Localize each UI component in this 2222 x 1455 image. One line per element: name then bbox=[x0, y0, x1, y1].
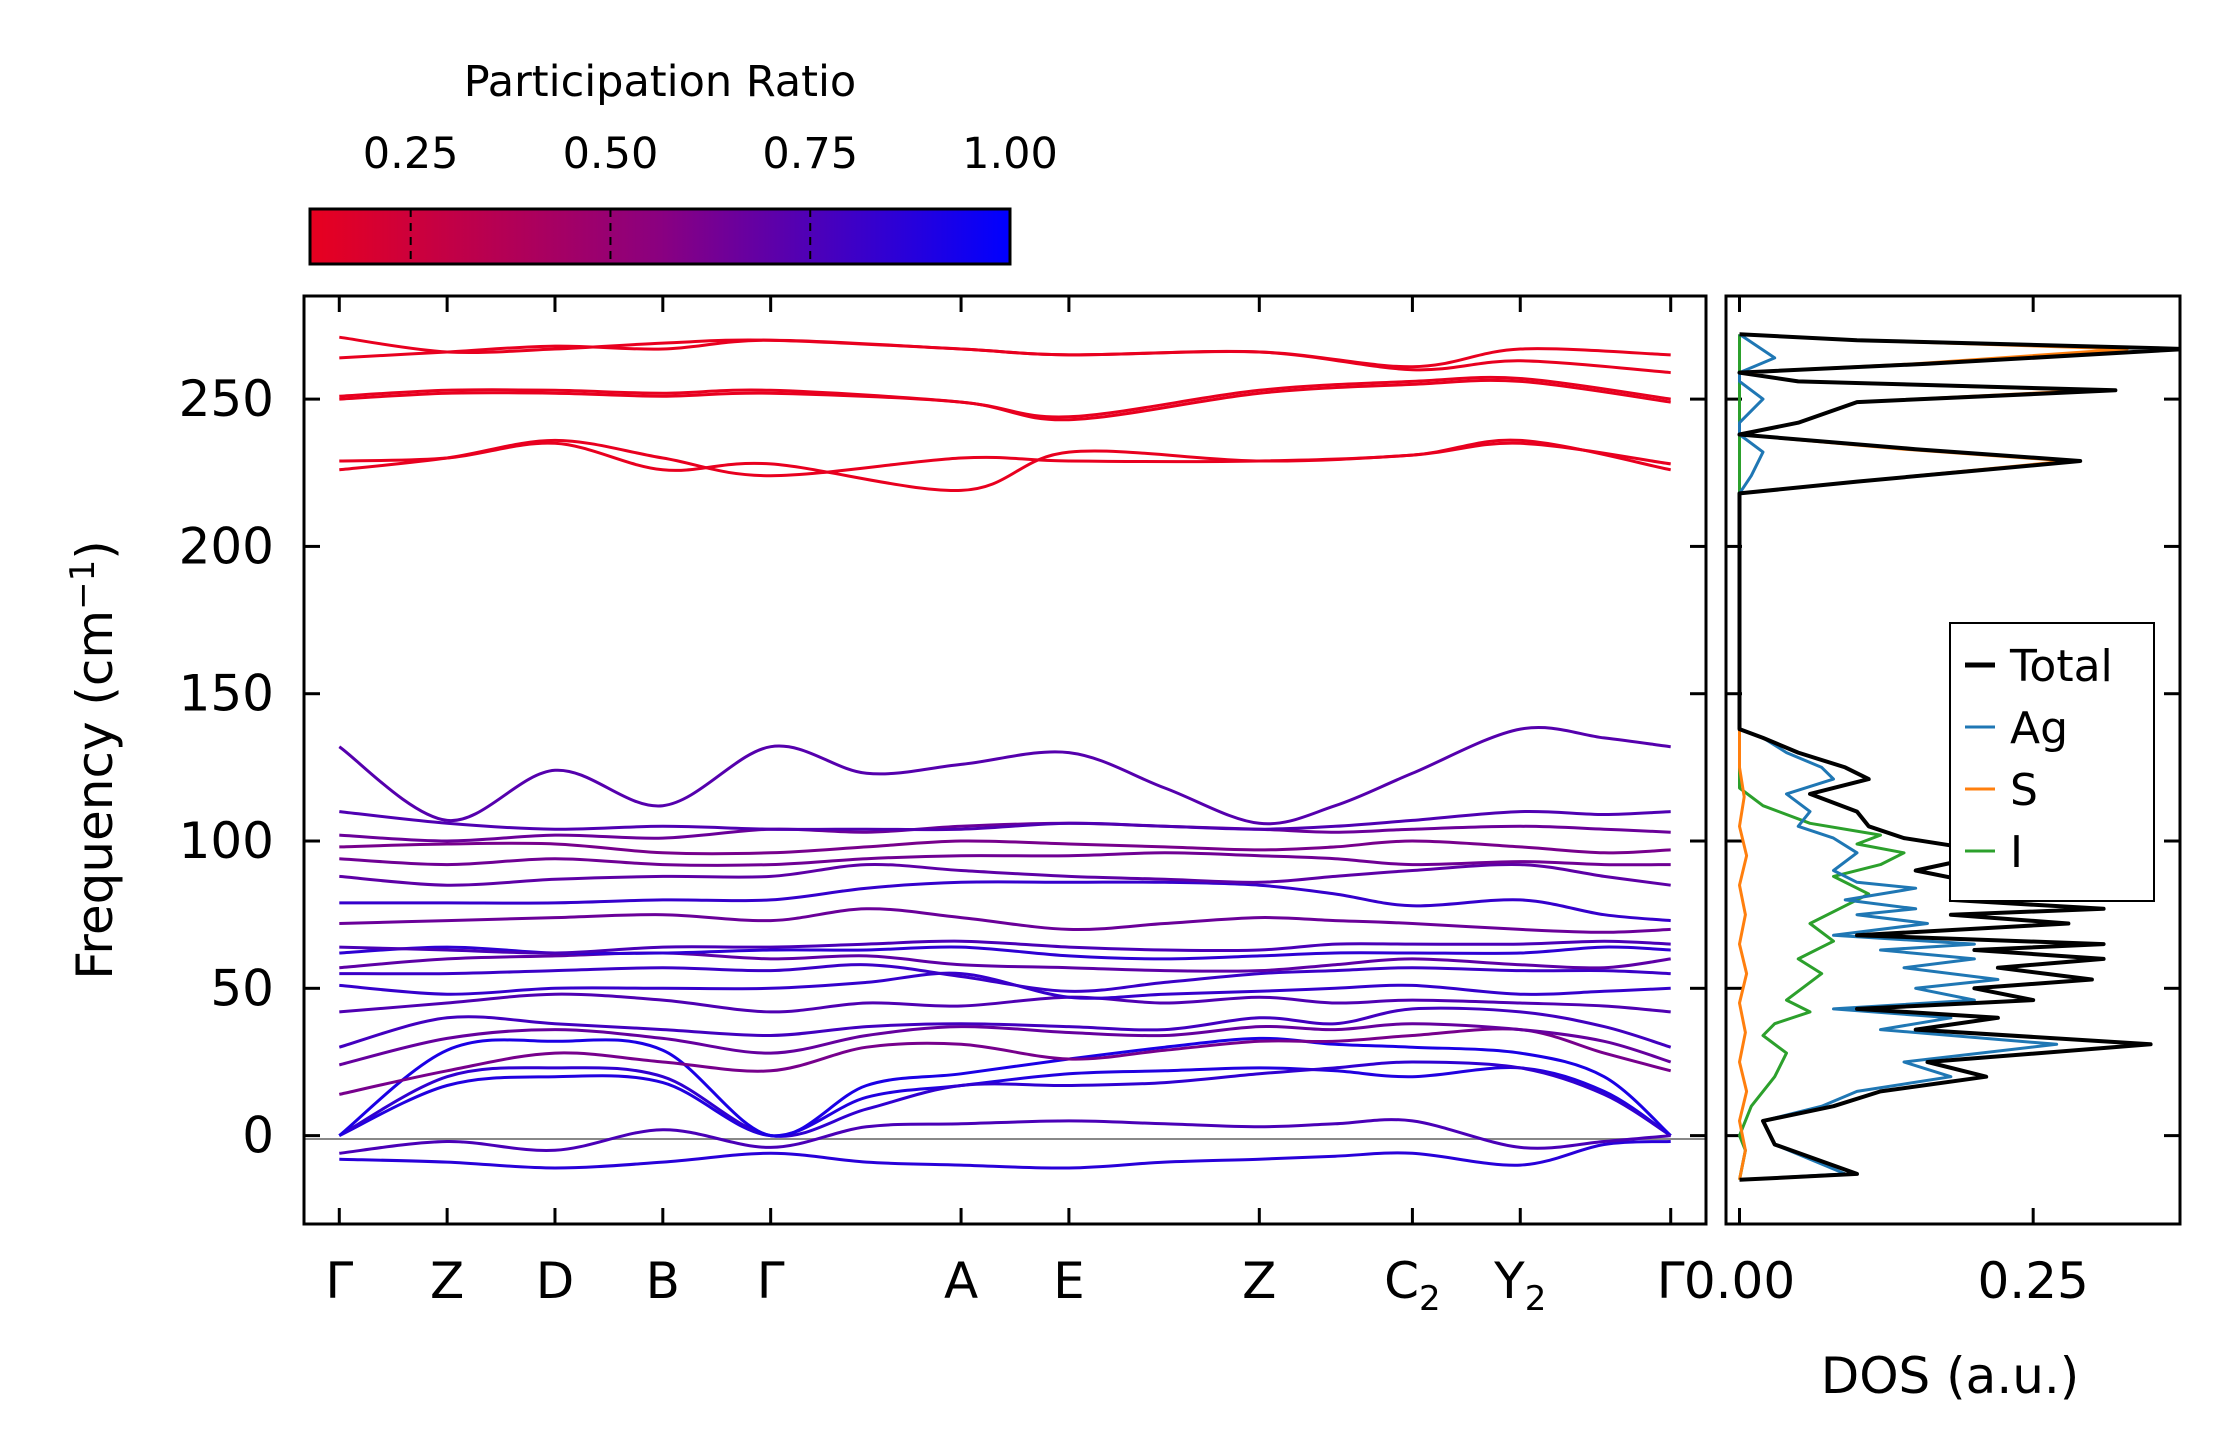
high-symmetry-label: Y2 bbox=[1493, 1252, 1546, 1319]
colorbar-title: Participation Ratio bbox=[464, 57, 857, 107]
high-frequency-band bbox=[339, 441, 1671, 492]
acoustic-optical-band bbox=[339, 1118, 1671, 1155]
high-symmetry-label: Γ bbox=[757, 1252, 785, 1310]
band-lines bbox=[338, 335, 1672, 1170]
y-tick-label: 100 bbox=[179, 812, 274, 870]
high-symmetry-label: A bbox=[944, 1252, 978, 1310]
dos-lines bbox=[1737, 332, 2180, 1182]
y-tick-label: 150 bbox=[179, 665, 274, 723]
acoustic-optical-band bbox=[339, 992, 1671, 1014]
colorbar: Participation Ratio 0.25 0.50 0.75 1.00 bbox=[308, 57, 1058, 266]
high-symmetry-label: Γ bbox=[1657, 1252, 1685, 1310]
band-y-ticks: 0 50 100 150 200 250 bbox=[179, 370, 2180, 1165]
acoustic-optical-band bbox=[339, 951, 1671, 973]
acoustic-optical-band bbox=[339, 880, 1671, 923]
band-plot-frame bbox=[302, 294, 1708, 1226]
acoustic-optical-band bbox=[338, 1006, 1672, 1049]
dos-series-ag bbox=[1738, 333, 2059, 1182]
high-symmetry-label: Z bbox=[1242, 1252, 1276, 1310]
band-x-ticks: Γ Z D B Γ A E Z C2 Y2 Γ bbox=[325, 296, 1685, 1319]
legend-label-ag: Ag bbox=[2010, 703, 2068, 754]
acoustic-optical-band bbox=[339, 809, 1671, 832]
high-symmetry-label: D bbox=[536, 1252, 575, 1310]
acoustic-optical-band bbox=[339, 851, 1671, 867]
colorbar-ticks: 0.25 0.50 0.75 1.00 bbox=[363, 129, 1058, 264]
y-axis-title: Frequency (cm−1) bbox=[63, 540, 124, 980]
dos-panel: 0.00 0.25 DOS (a.u.) Total Ag SI bbox=[1684, 294, 2182, 1405]
acoustic-optical-band bbox=[338, 1036, 1672, 1138]
dos-plot-frame bbox=[1724, 294, 2182, 1226]
acoustic-optical-band bbox=[339, 971, 1671, 1000]
acoustic-optical-band bbox=[338, 1066, 1672, 1138]
high-symmetry-label: B bbox=[646, 1252, 680, 1310]
colorbar-gradient bbox=[308, 207, 1012, 266]
acoustic-optical-band bbox=[339, 1140, 1671, 1170]
legend-label-i: I bbox=[2010, 827, 2023, 878]
band-structure-panel: 0 50 100 150 200 250 Γ Z D B Γ A E Z C2 Y2 Γ Frequency … bbox=[63, 294, 2180, 1319]
high-frequency-band bbox=[339, 378, 1671, 422]
x-axis-title-dos: DOS (a.u.) bbox=[1821, 1347, 2080, 1405]
dos-series-i bbox=[1738, 334, 1906, 1181]
acoustic-optical-band bbox=[339, 939, 1671, 955]
dos-x-tick-label: 0.25 bbox=[1978, 1252, 2089, 1310]
acoustic-optical-band bbox=[338, 1022, 1672, 1067]
legend: Total Ag SI bbox=[1949, 622, 2155, 902]
high-symmetry-label: C2 bbox=[1384, 1252, 1441, 1319]
acoustic-optical-band bbox=[339, 907, 1671, 934]
high-symmetry-label: E bbox=[1053, 1252, 1085, 1310]
high-frequency-band bbox=[339, 375, 1671, 419]
colorbar-tick-label: 0.50 bbox=[563, 129, 659, 179]
acoustic-optical-band bbox=[339, 839, 1671, 856]
colorbar-tick-label: 0.25 bbox=[363, 129, 459, 179]
high-symmetry-label: Z bbox=[430, 1252, 464, 1310]
y-tick-label: 50 bbox=[210, 959, 274, 1017]
y-tick-label: 0 bbox=[242, 1107, 274, 1165]
legend-label-s: S bbox=[2010, 765, 2038, 816]
acoustic-optical-band bbox=[339, 862, 1671, 887]
y-tick-label: 200 bbox=[179, 517, 274, 575]
acoustic-optical-band bbox=[339, 963, 1671, 993]
y-tick-label: 250 bbox=[179, 370, 274, 428]
acoustic-optical-band bbox=[338, 1060, 1672, 1138]
colorbar-tick-label: 0.75 bbox=[762, 129, 858, 179]
dos-ticks: 0.00 0.25 bbox=[1684, 296, 2089, 1310]
acoustic-optical-band bbox=[338, 725, 1671, 826]
colorbar-tick-label: 1.00 bbox=[962, 129, 1058, 179]
high-frequency-band bbox=[339, 335, 1671, 369]
legend-label-total: Total bbox=[2009, 641, 2113, 692]
acoustic-optical-band bbox=[338, 1027, 1672, 1096]
legend-box bbox=[1949, 622, 2155, 902]
high-symmetry-label: Γ bbox=[325, 1252, 353, 1310]
dos-x-tick-label: 0.00 bbox=[1684, 1252, 1795, 1310]
